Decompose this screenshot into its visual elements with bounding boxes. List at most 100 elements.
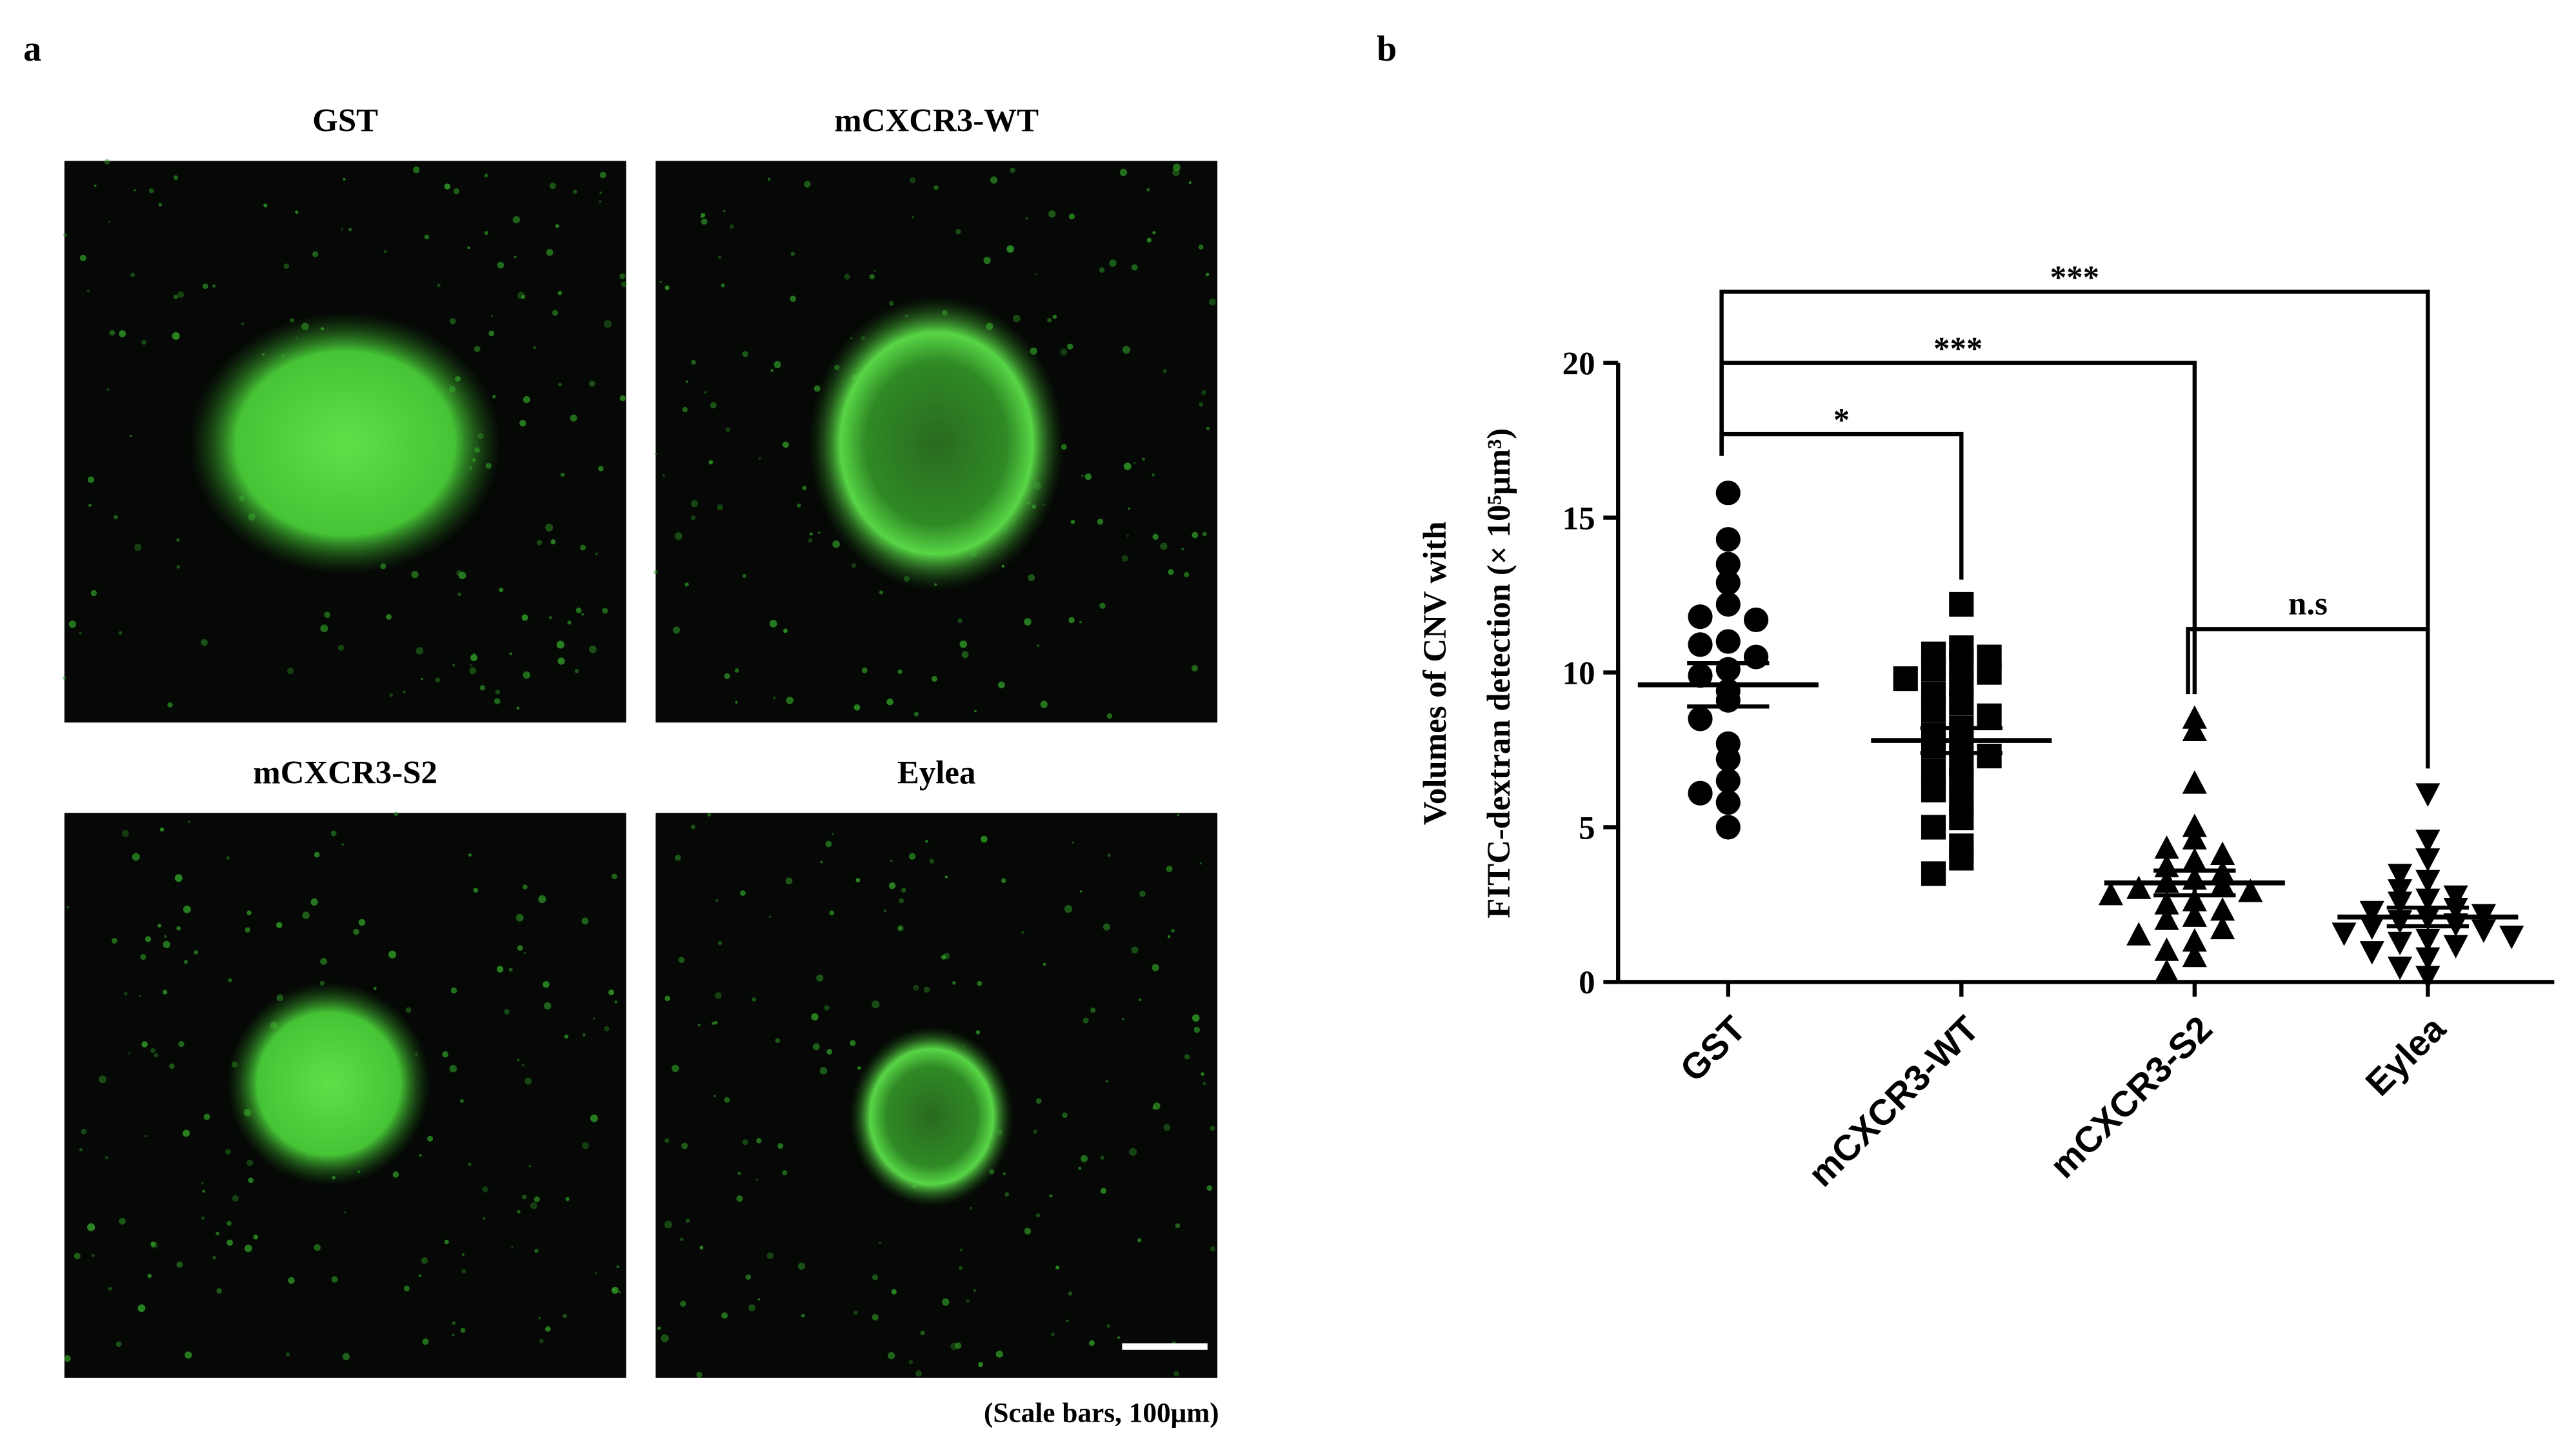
data-point <box>2182 888 2207 911</box>
speckle <box>1152 964 1159 971</box>
data-point <box>1949 591 1974 617</box>
speckle <box>1199 402 1203 407</box>
speckle <box>212 1255 216 1260</box>
speckle <box>737 1171 741 1175</box>
speckle <box>157 924 161 928</box>
panel-letter: a <box>23 29 41 69</box>
speckle <box>766 1252 774 1259</box>
speckle <box>663 474 665 477</box>
speckle <box>79 254 86 261</box>
speckle <box>851 562 857 568</box>
speckle <box>915 1370 922 1377</box>
speckle <box>245 927 251 933</box>
speckle <box>413 166 420 174</box>
speckle <box>969 1207 973 1210</box>
speckle <box>330 830 337 837</box>
speckle <box>449 1064 457 1073</box>
speckle <box>1010 167 1015 174</box>
speckle <box>392 1171 399 1178</box>
speckle <box>957 618 963 623</box>
speckle <box>1142 457 1145 461</box>
data-point <box>2210 841 2235 865</box>
speckle <box>679 1237 684 1242</box>
speckle <box>664 1138 670 1144</box>
speckle <box>690 824 695 829</box>
speckle <box>721 283 725 288</box>
speckle <box>411 570 419 579</box>
speckle <box>773 697 776 700</box>
speckle <box>174 874 183 882</box>
speckle <box>119 1218 126 1225</box>
speckle <box>701 218 708 225</box>
speckle <box>672 1064 679 1073</box>
speckle <box>1090 1008 1096 1013</box>
speckle <box>105 1155 109 1160</box>
speckle <box>598 466 604 472</box>
data-point <box>2359 900 2384 925</box>
speckle <box>1192 531 1199 539</box>
speckle <box>348 228 352 232</box>
speckle <box>450 987 457 994</box>
speckle <box>714 1095 716 1097</box>
speckle <box>832 540 841 548</box>
speckle <box>825 840 832 848</box>
speckle <box>1083 1017 1089 1024</box>
speckle <box>879 1242 881 1244</box>
speckle <box>1081 474 1084 477</box>
speckle <box>725 427 731 432</box>
data-point <box>2415 848 2441 872</box>
speckle <box>248 1177 254 1184</box>
speckle <box>742 351 749 357</box>
data-point <box>1715 629 1741 654</box>
speckle <box>1131 264 1138 271</box>
data-point <box>2126 875 2152 899</box>
speckle <box>735 700 738 704</box>
speckle <box>616 1265 619 1269</box>
speckle <box>470 654 477 662</box>
speckle <box>785 877 793 885</box>
speckle <box>488 330 495 337</box>
image-label: mCXCR3-WT <box>834 103 1039 139</box>
speckle <box>94 184 97 188</box>
speckle <box>1084 473 1092 481</box>
speckle <box>163 989 168 995</box>
speckle <box>212 284 216 288</box>
speckle <box>517 945 523 951</box>
speckle <box>757 1298 760 1301</box>
speckle <box>147 1273 152 1278</box>
speckle <box>320 624 328 633</box>
speckle <box>183 960 188 964</box>
speckle <box>462 1253 465 1256</box>
speckle <box>201 639 208 646</box>
speckle <box>724 673 730 680</box>
speckle <box>188 820 190 823</box>
speckle <box>79 631 82 635</box>
speckle <box>801 1313 805 1318</box>
speckle <box>598 200 602 204</box>
speckle <box>460 1098 464 1103</box>
speckle <box>1123 462 1132 470</box>
speckle <box>468 853 472 857</box>
speckle <box>494 698 501 704</box>
speckle <box>920 1330 925 1336</box>
speckle <box>538 1316 541 1320</box>
speckle <box>314 851 320 858</box>
speckle <box>883 909 886 913</box>
speckle <box>913 984 919 991</box>
speckle <box>1210 1126 1215 1131</box>
data-point <box>2415 829 2441 853</box>
speckle <box>567 621 572 625</box>
speckle <box>422 1338 429 1346</box>
data-point <box>2387 957 2413 980</box>
speckle <box>415 647 424 655</box>
data-point <box>1921 861 1946 886</box>
speckle <box>226 856 230 860</box>
y-tick-label: 0 <box>1579 965 1595 1001</box>
speckle <box>534 1248 539 1253</box>
speckle <box>134 189 136 192</box>
speckle <box>383 250 387 253</box>
speckle <box>908 1360 914 1365</box>
speckle <box>901 888 906 893</box>
data-point <box>2359 916 2384 940</box>
